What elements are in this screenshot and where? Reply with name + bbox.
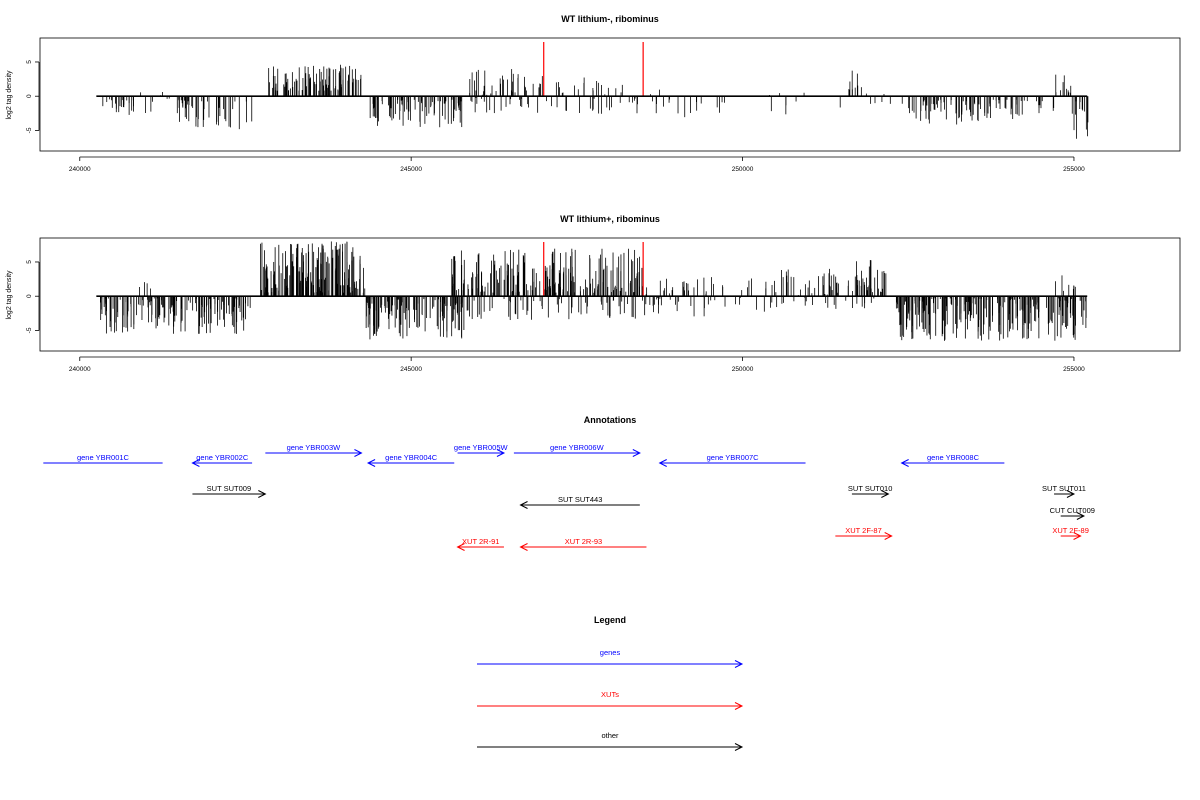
x-tick-label: 245000	[400, 166, 422, 173]
annotation-feature: CUT CUT009	[1050, 506, 1095, 520]
feature-label: SUT SUT009	[207, 484, 251, 493]
feature-label: gene YBR008C	[927, 453, 980, 462]
highlight-markers	[543, 42, 644, 97]
annotation-feature: XUT 2F-89	[1052, 526, 1089, 540]
annotation-feature: SUT SUT011	[1042, 484, 1086, 498]
legend-arrowhead	[734, 743, 744, 751]
feature-arrowhead	[366, 459, 376, 467]
feature-arrowhead	[354, 449, 363, 457]
feature-arrowhead	[1066, 490, 1076, 498]
feature-label: gene YBR002C	[196, 453, 249, 462]
feature-label: CUT CUT009	[1050, 506, 1095, 515]
x-tick-label: 250000	[732, 166, 754, 173]
annotation-feature: XUT 2R-93	[519, 537, 647, 551]
x-tick-label: 255000	[1063, 166, 1085, 173]
y-tick-label: -5	[26, 327, 33, 333]
y-tick-label: 0	[26, 294, 33, 298]
feature-label: SUT SUT011	[1042, 484, 1086, 493]
legend-arrowhead	[734, 660, 744, 668]
coverage-bars	[102, 64, 1089, 139]
feature-label: gene YBR006W	[550, 443, 605, 452]
coverage-panel-lithium-plus: WT lithium+, ribominus 240000 245000 25000…	[6, 214, 1181, 373]
feature-arrowhead	[658, 459, 667, 467]
feature-label: gene YBR003W	[287, 443, 342, 452]
annotation-feature: gene YBR002C	[191, 453, 253, 467]
x-tick-label: 255000	[1063, 366, 1085, 373]
feature-arrowhead	[519, 501, 528, 509]
annotation-feature: SUT SUT010	[848, 484, 892, 498]
plot-frame	[39, 37, 1181, 152]
legend-item: other	[477, 731, 744, 751]
feature-arrowhead	[519, 543, 528, 551]
feature-arrowhead	[496, 449, 506, 457]
feature-arrowhead	[884, 532, 893, 540]
feature-arrowhead	[900, 459, 909, 467]
y-tick-label: -5	[26, 127, 33, 133]
legend-label: XUTs	[601, 690, 619, 699]
coverage-panel-lithium-minus: WT lithium-, ribominus 240000 245000 25000…	[6, 14, 1181, 173]
y-axis: -5 0 5	[26, 60, 40, 133]
feature-label: XUT 2R-93	[565, 537, 602, 546]
y-tick-label: 5	[26, 260, 33, 264]
legend-label: other	[601, 731, 619, 740]
y-axis-label: log2 tag density	[6, 70, 13, 120]
feature-label: gene YBR005W	[454, 443, 509, 452]
annotation-track: Annotations gene YBR001C gene YBR002Cgene…	[43, 415, 1095, 551]
annotation-features: gene YBR001C gene YBR002C gene YBR003W gene…	[43, 443, 1095, 551]
feature-label: XUT 2F-87	[845, 526, 882, 535]
feature-label: gene YBR007C	[707, 453, 760, 462]
y-tick-label: 5	[26, 60, 33, 64]
annotation-feature: gene YBR007C	[658, 453, 806, 467]
x-axis: 240000 245000 250000 255000	[69, 156, 1085, 173]
legend-title: Legend	[594, 615, 626, 625]
feature-label: gene YBR004C	[385, 453, 438, 462]
annotation-feature: gene YBR001C	[43, 453, 163, 464]
x-tick-label: 240000	[69, 166, 91, 173]
x-axis: 240000 245000 250000 255000	[69, 356, 1085, 373]
legend-item: XUTs	[477, 690, 744, 710]
x-tick-label: 250000	[732, 366, 754, 373]
annotation-feature: gene YBR005W	[454, 443, 509, 457]
annotation-feature: gene YBR004C	[366, 453, 455, 467]
legend-arrowhead	[734, 702, 744, 710]
y-axis-label: log2 tag density	[6, 270, 13, 320]
legend-items: genes XUTs other	[477, 648, 744, 751]
annotation-feature: SUT SUT009	[192, 484, 267, 498]
panel-title: WT lithium+, ribominus	[560, 214, 660, 224]
feature-arrowhead	[632, 449, 641, 457]
feature-label: XUT 2R-91	[462, 537, 499, 546]
feature-arrowhead	[881, 490, 890, 498]
x-tick-label: 240000	[69, 366, 91, 373]
feature-arrowhead	[1073, 532, 1082, 540]
feature-arrowhead	[258, 490, 267, 498]
coverage-bars	[100, 241, 1087, 341]
legend-label: genes	[600, 648, 621, 657]
annotation-feature: gene YBR006W	[513, 443, 641, 457]
y-tick-label: 0	[26, 94, 33, 98]
feature-label: gene YBR001C	[77, 453, 130, 462]
feature-label: SUT SUT443	[558, 495, 602, 504]
x-tick-label: 245000	[400, 366, 422, 373]
legend: Legend genes XUTs other	[477, 615, 744, 751]
feature-label: XUT 2F-89	[1052, 526, 1089, 535]
annotation-feature: SUT SUT443	[519, 495, 640, 509]
legend-item: genes	[477, 648, 744, 668]
annotations-title: Annotations	[584, 415, 637, 425]
feature-arrowhead	[1076, 512, 1086, 520]
annotation-feature: gene YBR008C	[900, 453, 1005, 467]
highlight-markers	[543, 242, 644, 297]
annotation-feature: XUT 2R-91	[456, 537, 504, 551]
plot-frame	[39, 237, 1181, 352]
y-axis: -5 0 5	[26, 260, 40, 333]
feature-arrowhead	[191, 459, 200, 467]
feature-arrowhead	[456, 543, 465, 551]
annotation-feature: gene YBR003W	[265, 443, 363, 457]
annotation-feature: XUT 2F-87	[835, 526, 893, 540]
panel-title: WT lithium-, ribominus	[561, 14, 659, 24]
feature-label: SUT SUT010	[848, 484, 892, 493]
